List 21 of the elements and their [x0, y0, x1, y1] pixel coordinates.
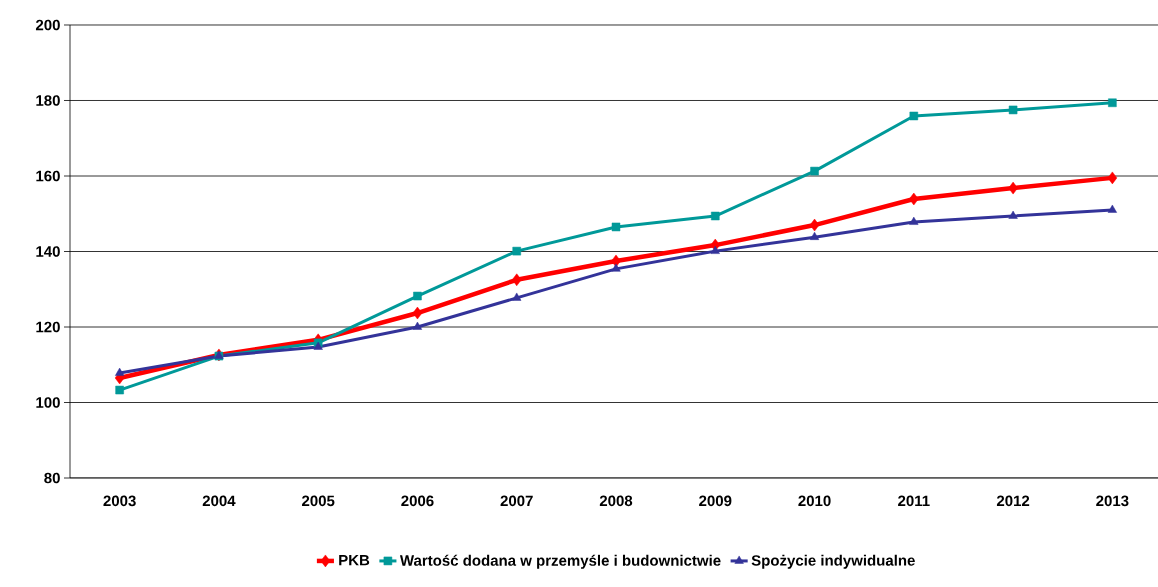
legend-label: Spożycie indywidualne — [751, 554, 915, 569]
x-tick-label: 2004 — [202, 495, 236, 507]
y-tick-label: 120 — [36, 321, 60, 333]
y-tick-label: 80 — [44, 472, 60, 484]
x-tick-label: 2006 — [401, 495, 434, 507]
legend-label: PKB — [339, 555, 370, 566]
x-tick-label: 2013 — [1096, 495, 1129, 507]
x-tick-label: 2007 — [500, 495, 533, 507]
x-tick-label: 2012 — [996, 495, 1030, 507]
x-tick-label: 2005 — [302, 495, 335, 507]
x-tick-label: 2003 — [103, 495, 136, 507]
x-tick-label: 2008 — [599, 495, 633, 507]
y-tick-label: 160 — [36, 170, 60, 182]
x-tick-label: 2010 — [798, 495, 831, 507]
y-tick-label: 100 — [36, 397, 60, 408]
y-tick-label: 140 — [36, 246, 60, 257]
y-tick-label: 200 — [35, 19, 60, 31]
x-tick-label: 2011 — [898, 495, 930, 507]
x-tick-label: 2009 — [699, 495, 732, 507]
legend-label: Wartość dodana w przemyśle i budownictwie — [399, 554, 721, 569]
y-tick-label: 180 — [36, 95, 60, 106]
